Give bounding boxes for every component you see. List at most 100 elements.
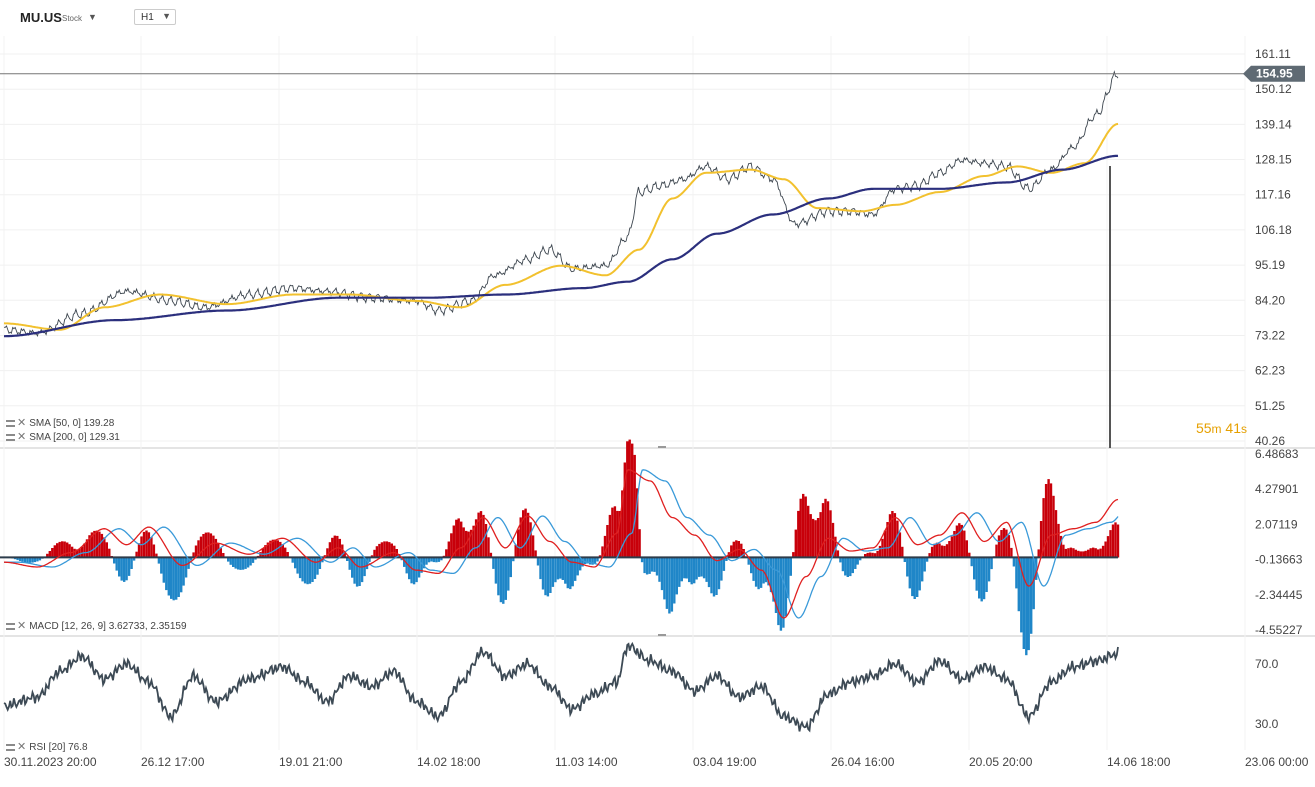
macd-histogram-bar: [274, 539, 277, 558]
sma200-line: [4, 154, 1119, 338]
macd-histogram-bar: [279, 541, 282, 558]
macd-histogram-bar: [1039, 521, 1043, 558]
macd-histogram-bar: [172, 557, 175, 601]
macd-histogram-bar: [526, 512, 530, 558]
macd-tick-label: 2.07119: [1255, 517, 1298, 531]
macd-histogram-bar: [370, 555, 374, 558]
macd-histogram-bar: [1042, 498, 1045, 558]
macd-histogram-bar: [586, 557, 589, 564]
macd-histogram-bar: [968, 552, 971, 558]
macd-histogram-bar: [281, 544, 284, 558]
macd-histogram-bar: [368, 557, 371, 562]
macd-histogram-bar: [839, 557, 842, 563]
macd-histogram-bar: [908, 557, 911, 589]
macd-histogram-bar: [244, 557, 247, 569]
macd-histogram-bar: [534, 550, 537, 558]
macd-histogram-bar: [551, 557, 555, 587]
price-tick-label: 128.15: [1255, 153, 1292, 167]
macd-histogram-bar: [955, 525, 959, 558]
macd-histogram-bar: [1089, 548, 1092, 558]
macd-histogram-bar: [779, 557, 783, 631]
macd-histogram-bar: [928, 553, 931, 558]
macd-histogram-bar: [769, 557, 773, 593]
price-tick-label: 117.16: [1255, 188, 1291, 202]
close-icon[interactable]: ✕: [17, 417, 27, 429]
macd-histogram-bar: [93, 530, 96, 558]
countdown-seconds-unit: s: [1241, 422, 1247, 436]
macd-histogram-bar: [529, 522, 532, 558]
macd-tick-label: -4.55227: [1255, 623, 1303, 637]
time-tick-label: 11.03 14:00: [555, 755, 618, 769]
macd-histogram-bar: [234, 557, 237, 569]
macd-histogram-bar: [373, 549, 376, 558]
macd-histogram-bar: [145, 530, 148, 558]
macd-histogram-bar: [1044, 484, 1048, 558]
macd-histogram-bar: [787, 557, 790, 599]
macd-histogram-bar: [653, 557, 656, 572]
macd-histogram-bar: [1092, 547, 1095, 558]
macd-histogram-bar: [125, 557, 128, 581]
macd-histogram-bar: [606, 525, 609, 558]
macd-histogram-bar: [266, 542, 270, 558]
macd-histogram-bar: [380, 542, 384, 558]
macd-histogram-bar: [165, 557, 168, 591]
macd-histogram-bar: [938, 543, 941, 558]
macd-histogram-bar: [1062, 544, 1065, 558]
price-tick-label: 95.19: [1255, 258, 1285, 272]
macd-histogram-bar: [544, 557, 547, 596]
macd-histogram-bar: [469, 529, 473, 558]
macd-histogram-bar: [732, 541, 735, 558]
macd-histogram-bar: [846, 557, 849, 577]
close-icon[interactable]: ✕: [17, 620, 27, 632]
macd-histogram-bar: [990, 557, 993, 570]
macd-histogram-bar: [777, 557, 780, 626]
settings-icon[interactable]: [6, 434, 15, 441]
macd-histogram-bar: [554, 557, 557, 583]
macd-histogram-bar: [705, 557, 708, 582]
settings-icon[interactable]: [6, 420, 15, 427]
macd-histogram-bar: [621, 490, 624, 558]
macd-histogram-bar: [722, 557, 726, 571]
macd-histogram-bar: [517, 529, 520, 558]
macd-histogram-bar: [876, 550, 879, 558]
macd-histogram-bar: [958, 523, 961, 558]
macd-histogram-bar: [752, 557, 755, 581]
macd-histogram-bar: [1012, 557, 1016, 567]
symbol-name[interactable]: MU.US: [20, 10, 62, 25]
macd-histogram-bar: [809, 514, 812, 558]
price-tick-label: 73.22: [1255, 328, 1285, 342]
close-icon[interactable]: ✕: [17, 431, 27, 443]
symbol-dropdown-icon[interactable]: ▼: [88, 12, 97, 22]
rsi-line: [3, 641, 1119, 733]
settings-icon[interactable]: [6, 744, 15, 751]
timeframe-select[interactable]: H1 ▼: [134, 9, 176, 25]
macd-histogram-bar: [1094, 548, 1097, 558]
macd-histogram-bar: [1077, 550, 1080, 558]
close-icon[interactable]: ✕: [17, 741, 27, 753]
macd-histogram-bar: [794, 529, 797, 558]
macd-histogram-bar: [175, 557, 178, 600]
macd-histogram-bar: [883, 530, 887, 558]
macd-histogram-bar: [742, 549, 745, 558]
macd-histogram-bar: [1010, 547, 1013, 558]
macd-histogram-bar: [797, 510, 800, 558]
countdown-minutes-unit: m: [1211, 422, 1222, 436]
countdown-seconds: 41: [1225, 420, 1241, 436]
macd-histogram-bar: [898, 532, 902, 558]
macd-histogram-bar: [574, 557, 577, 581]
macd-histogram-bar: [341, 544, 344, 558]
macd-histogram-bar: [246, 557, 250, 568]
macd-histogram-bar: [1047, 479, 1050, 558]
time-tick-label: 14.02 18:00: [417, 755, 481, 769]
macd-histogram-bar: [834, 536, 837, 558]
current-price-label: 154.95: [1256, 67, 1293, 81]
settings-icon[interactable]: [6, 623, 15, 630]
macd-histogram-bar: [747, 557, 750, 565]
timeframe-value: H1: [141, 12, 154, 23]
macd-histogram-bar: [531, 535, 535, 558]
macd-histogram-bar: [16, 557, 19, 561]
macd-histogram-bar: [987, 557, 991, 582]
grid-lines: [0, 36, 1315, 750]
macd-histogram-bar: [430, 557, 433, 562]
